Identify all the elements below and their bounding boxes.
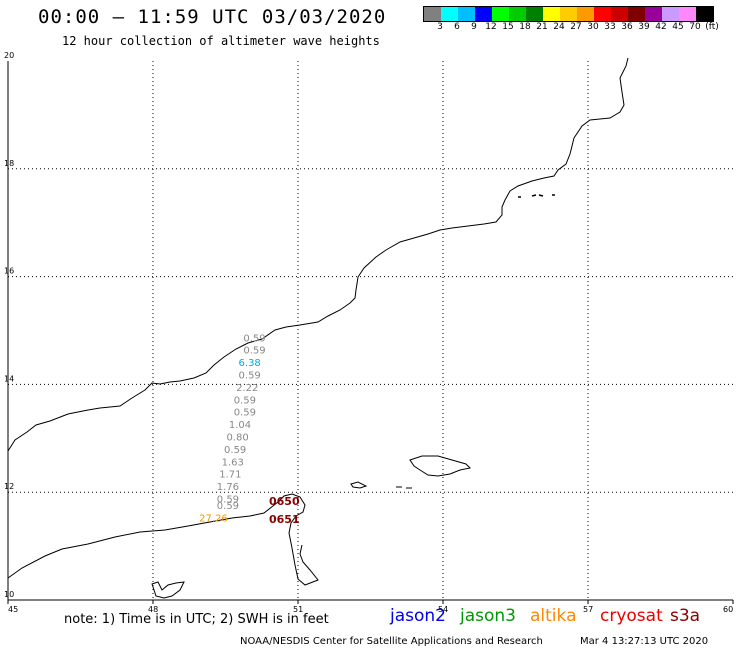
colorbar-swatch [509, 7, 526, 21]
colorbar-label: 30 [587, 22, 599, 32]
wave-height-label: 0.59 [224, 445, 246, 456]
legend-jason2: jason2 [390, 606, 446, 626]
y-tick-label: 10 [4, 590, 14, 599]
colorbar-swatch [611, 7, 628, 21]
wave-height-label: 0.59 [217, 501, 239, 512]
map-subtitle: 12 hour collection of altimeter wave hei… [62, 34, 380, 48]
legend-altika: altika [530, 606, 577, 626]
colorbar-swatch [645, 7, 662, 21]
wave-height-label: 6.38 [239, 358, 261, 369]
colorbar-label: (ft) [705, 22, 719, 32]
colorbar-label: 33 [604, 22, 616, 32]
map-frame: 45 48 51 54 57 60 20 18 16 14 12 10 [4, 51, 734, 614]
colorbar-swatch [475, 7, 492, 21]
island-samhah [396, 486, 412, 489]
colorbar-swatch [441, 7, 458, 21]
colorbar-swatch [543, 7, 560, 21]
coastline [7, 57, 629, 599]
graticule [8, 61, 733, 600]
wave-height-label: 1.71 [219, 470, 241, 481]
legend-s3a: s3a [670, 606, 701, 626]
colorbar-label: 36 [621, 22, 633, 32]
colorbar-swatch [696, 7, 713, 21]
colorbar-label: 15 [502, 22, 514, 32]
island-somali-coast-islets [151, 581, 185, 599]
wave-height-label: 2.22 [236, 383, 258, 394]
island-socotra [409, 455, 472, 477]
x-tick-label: 45 [8, 605, 18, 614]
legend-cryosat: cryosat [600, 606, 663, 626]
colorbar-swatch [424, 7, 441, 21]
pass-time-label: 0650 [269, 495, 300, 508]
pass-time-label: 0651 [269, 513, 300, 526]
legend-jason3: jason3 [460, 606, 516, 626]
colorbar-swatch [492, 7, 509, 21]
colorbar-label: 21 [536, 22, 548, 32]
colorbar-label: 18 [519, 22, 531, 32]
colorbar-swatch [577, 7, 594, 21]
colorbar-label: 39 [638, 22, 650, 32]
colorbar-label: 70 [689, 22, 701, 32]
y-tick-label: 18 [4, 159, 14, 168]
generation-date: Mar 4 13:27:13 UTC 2020 [580, 636, 709, 647]
colorbar-label: 3 [437, 22, 443, 32]
y-tick-label: 16 [4, 267, 14, 276]
x-tick-label: 48 [148, 605, 158, 614]
y-tick-label: 12 [4, 482, 14, 491]
colorbar-label: 12 [485, 22, 497, 32]
islands-kuria-muria [518, 194, 555, 198]
colorbar-swatch [628, 7, 645, 21]
wave-height-label: 0.59 [243, 346, 265, 357]
colorbar-label: 9 [471, 22, 477, 32]
colorbar-swatch [662, 7, 679, 21]
wave-height-label: 27.26 [199, 513, 228, 524]
colorbar-label: 42 [655, 22, 667, 32]
credit-text: NOAA/NESDIS Center for Satellite Applica… [240, 636, 543, 647]
colorbar-label: 24 [553, 22, 565, 32]
wave-height-label: 0.59 [239, 370, 261, 381]
map-title: 00:00 – 11:59 UTC 03/03/2020 [38, 6, 387, 28]
colorbar-swatch [526, 7, 543, 21]
x-tick-label: 51 [293, 605, 303, 614]
wave-height-label: 0.80 [226, 432, 248, 443]
colorbar-swatch [679, 7, 696, 21]
x-tick-label: 54 [438, 605, 448, 614]
island-abd-al-kuri [350, 481, 368, 489]
wave-height-label: 1.63 [222, 457, 244, 468]
wave-height-label: 0.59 [243, 333, 265, 344]
wave-height-label: 0.59 [234, 408, 256, 419]
x-tick-label: 60 [723, 605, 733, 614]
coastline-horn-of-africa [7, 57, 629, 452]
x-tick-label: 57 [583, 605, 593, 614]
colorbar-swatch [560, 7, 577, 21]
colorbar-label: 27 [570, 22, 582, 32]
wave-height-label: 1.76 [217, 482, 239, 493]
colorbar-swatch [594, 7, 611, 21]
coastline-arabian-peninsula [7, 493, 319, 586]
y-tick-label: 14 [4, 374, 14, 383]
wave-height-label: 0.59 [234, 395, 256, 406]
wave-height-label: 1.04 [229, 420, 251, 431]
colorbar-swatch [458, 7, 475, 21]
y-tick-label: 20 [4, 51, 14, 60]
colorbar-label: 45 [672, 22, 684, 32]
colorbar-label: 6 [454, 22, 460, 32]
wave-height-label: 0.59 [217, 494, 239, 505]
colorbar [423, 6, 714, 22]
units-note: note: 1) Time is in UTC; 2) SWH is in fe… [64, 612, 329, 627]
altimeter-readings: 0.590.596.380.592.220.590.591.040.800.59… [199, 333, 300, 526]
